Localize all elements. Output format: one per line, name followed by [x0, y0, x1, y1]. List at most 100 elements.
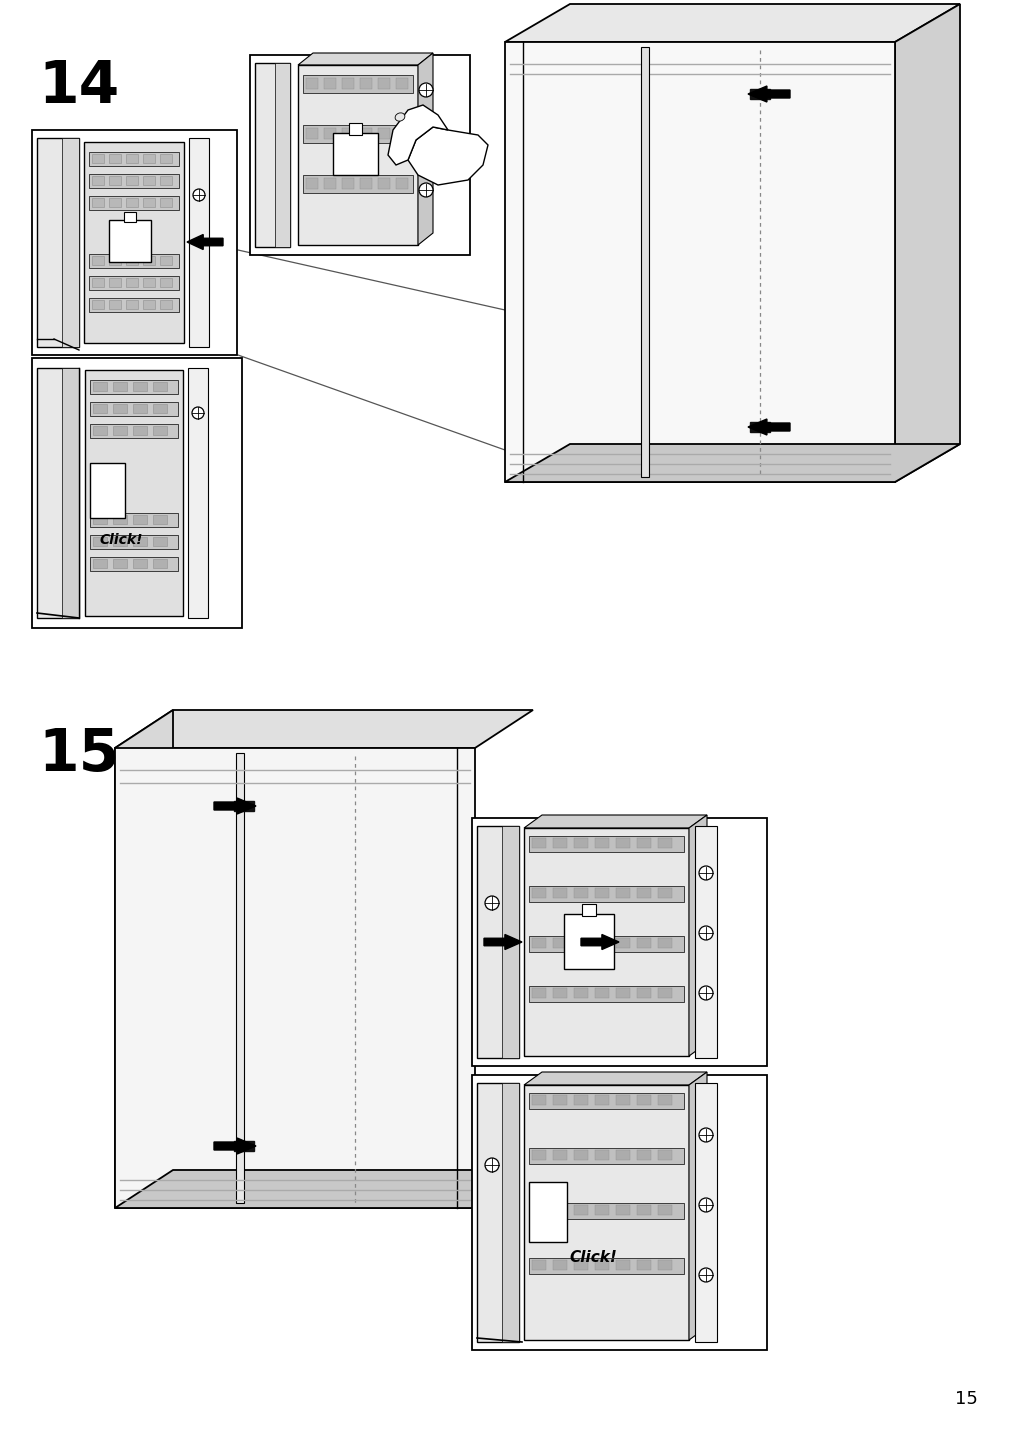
Bar [529, 836, 683, 852]
Bar [84, 142, 184, 344]
Bar [92, 198, 104, 208]
Polygon shape [213, 1138, 256, 1154]
Bar [594, 1260, 609, 1270]
Bar [594, 1095, 609, 1106]
Bar [109, 198, 121, 208]
Bar [532, 838, 546, 848]
Circle shape [484, 1158, 498, 1171]
Bar [113, 382, 126, 391]
Bar [132, 537, 147, 546]
Bar [302, 125, 412, 143]
Circle shape [699, 1267, 713, 1282]
Bar [32, 130, 237, 355]
Bar [573, 838, 587, 848]
Circle shape [699, 987, 713, 1000]
Bar [552, 1260, 566, 1270]
Bar [90, 379, 178, 394]
Bar [126, 176, 137, 185]
Bar [90, 402, 178, 417]
Bar [250, 54, 469, 255]
Bar [695, 1083, 716, 1342]
Bar [305, 178, 317, 189]
Bar [594, 838, 609, 848]
Bar [532, 1260, 546, 1270]
Bar [532, 888, 546, 898]
Polygon shape [407, 127, 487, 185]
Bar [153, 558, 167, 569]
Bar [657, 938, 671, 948]
Bar [143, 155, 155, 163]
Bar [324, 127, 336, 139]
Bar [532, 1095, 546, 1106]
Bar [594, 938, 609, 948]
Bar [37, 368, 79, 619]
Bar [160, 176, 172, 185]
Bar [657, 888, 671, 898]
Bar [62, 368, 79, 619]
Bar [333, 133, 378, 175]
Bar [124, 212, 135, 222]
Bar [573, 888, 587, 898]
Circle shape [699, 927, 713, 939]
Polygon shape [894, 4, 959, 483]
Bar [302, 175, 412, 193]
Bar [616, 838, 630, 848]
Bar [143, 278, 155, 286]
Bar [360, 178, 372, 189]
Bar [143, 299, 155, 309]
Bar [93, 404, 107, 412]
Polygon shape [747, 86, 790, 102]
Bar [37, 137, 79, 347]
Bar [153, 425, 167, 435]
Bar [132, 516, 147, 524]
Bar [90, 424, 178, 438]
Bar [113, 537, 126, 546]
Bar [297, 64, 418, 245]
Polygon shape [524, 1073, 707, 1085]
Bar [476, 826, 519, 1058]
Bar [342, 178, 354, 189]
Polygon shape [504, 42, 894, 483]
Bar [132, 558, 147, 569]
Bar [532, 938, 546, 948]
Bar [89, 253, 179, 268]
Bar [636, 838, 650, 848]
Text: 15: 15 [38, 726, 119, 783]
Bar [616, 1204, 630, 1214]
Bar [529, 1093, 683, 1108]
Bar [160, 198, 172, 208]
Polygon shape [213, 798, 256, 813]
Bar [236, 753, 244, 1203]
Polygon shape [580, 935, 619, 949]
Bar [594, 1150, 609, 1160]
Bar [573, 988, 587, 998]
Circle shape [192, 407, 204, 420]
Polygon shape [297, 53, 433, 64]
Polygon shape [115, 710, 533, 748]
Bar [501, 826, 519, 1058]
Polygon shape [115, 1170, 533, 1209]
Bar [573, 1204, 587, 1214]
Bar [90, 463, 125, 518]
Bar [476, 1083, 519, 1342]
Bar [594, 888, 609, 898]
Text: Click!: Click! [100, 533, 144, 547]
Bar [153, 382, 167, 391]
Bar [126, 155, 137, 163]
Bar [552, 838, 566, 848]
Bar [616, 988, 630, 998]
Bar [395, 77, 407, 89]
Bar [90, 536, 178, 548]
Polygon shape [504, 4, 959, 42]
Bar [126, 278, 137, 286]
Bar [636, 1095, 650, 1106]
Bar [109, 256, 121, 265]
Bar [92, 155, 104, 163]
Bar [275, 63, 290, 246]
Circle shape [484, 896, 498, 909]
Bar [573, 1260, 587, 1270]
Bar [552, 988, 566, 998]
Bar [92, 256, 104, 265]
Polygon shape [504, 444, 959, 483]
Polygon shape [688, 815, 707, 1055]
